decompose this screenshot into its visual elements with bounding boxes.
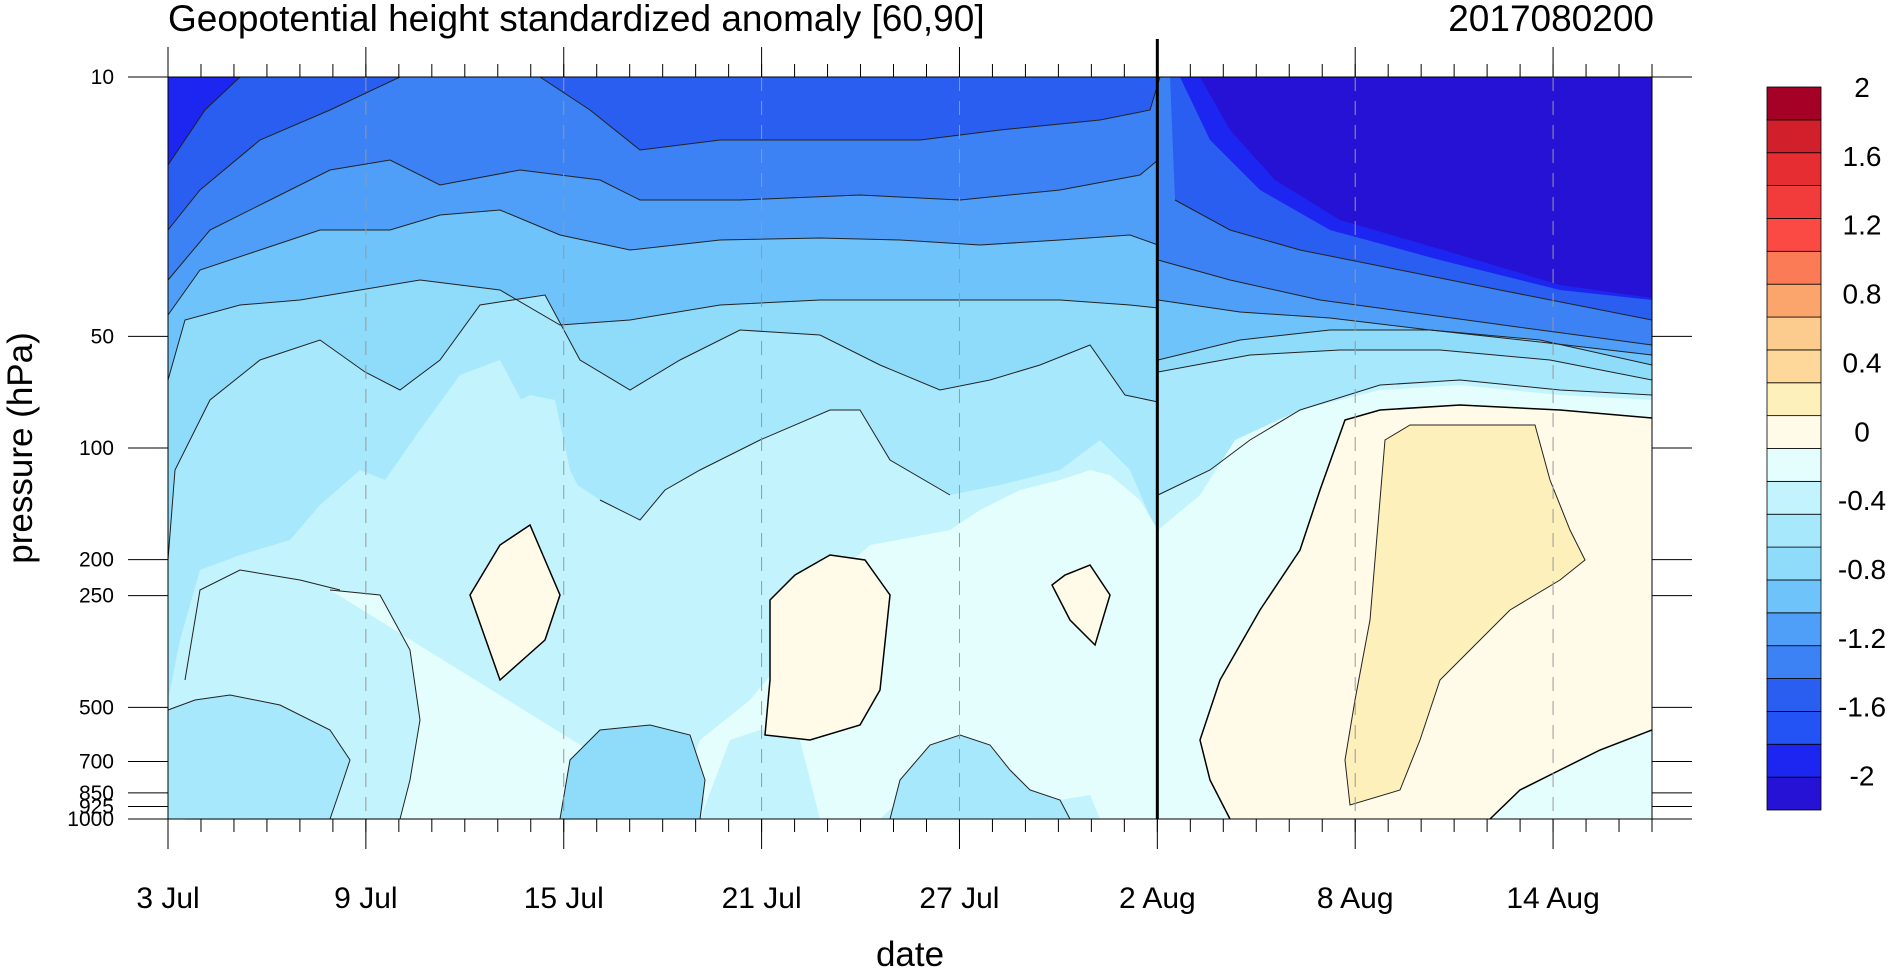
- anomaly-filled-contours: [168, 77, 1652, 820]
- colorbar-label: 2: [1854, 72, 1870, 103]
- y-tick-label: 10: [91, 66, 114, 89]
- contour-band: [1200, 77, 1652, 298]
- colorbar-segment: [1766, 185, 1822, 219]
- contour-band: [470, 525, 560, 680]
- chart-date-label: 2017080200: [1448, 0, 1654, 39]
- contour-line: [1489, 729, 1653, 820]
- colorbar-segment: [1766, 415, 1822, 449]
- contour-band: [560, 725, 705, 819]
- contour-line: [1344, 424, 1586, 806]
- colorbar-label: 1.2: [1843, 210, 1882, 241]
- x-axis: 3 Jul 9 Jul 15 Jul 21 Jul 27 Jul 2 Aug 8 Aug 14…: [136, 47, 1653, 915]
- colorbar-segment: [1766, 645, 1822, 679]
- contour-line: [1174, 199, 1653, 321]
- colorbar-segment: [1766, 776, 1822, 811]
- contour-line: [167, 76, 401, 231]
- colorbar-segment: [1766, 349, 1822, 384]
- x-tick-label: 3 Jul: [136, 882, 199, 915]
- contour-line: [599, 409, 951, 521]
- contour-band: [168, 77, 240, 165]
- colorbar-segment: [1766, 86, 1822, 121]
- y-axis-label: pressure (hPa): [1, 332, 40, 563]
- contour-line: [1157, 329, 1653, 366]
- contour-line: [469, 523, 561, 682]
- colorbar-segment: [1766, 480, 1822, 515]
- colorbar: -2 -1.6 -1.2 -0.8 -0.4 0 0.4 0.8 1.2 1.6 2: [1766, 72, 1886, 811]
- colorbar-segment: [1766, 546, 1822, 581]
- contour-band: [330, 470, 1158, 819]
- colorbar-segment: [1766, 513, 1822, 548]
- contour-band: [1052, 565, 1110, 645]
- colorbar-segment: [1766, 152, 1822, 186]
- y-tick-label: 100: [79, 437, 114, 460]
- x-tick-label: 2 Aug: [1119, 882, 1196, 915]
- y-tick-label: 1000: [67, 808, 114, 831]
- x-tick-label: 8 Aug: [1317, 882, 1394, 915]
- colorbar-segment: [1766, 250, 1822, 285]
- y-tick-label: 925: [79, 795, 114, 818]
- y-tick-label: 700: [79, 751, 114, 774]
- colorbar-label: -1.2: [1838, 623, 1886, 654]
- x-tick-label: 15 Jul: [524, 882, 604, 915]
- contour-line: [167, 694, 351, 820]
- colorbar-segment: [1766, 283, 1822, 318]
- contour-line: [1157, 349, 1653, 381]
- colorbar-segment: [1766, 382, 1822, 417]
- colorbar-label: 1.6: [1843, 141, 1882, 172]
- colorbar-label: 0: [1854, 416, 1870, 447]
- colorbar-label: -1.6: [1838, 692, 1886, 723]
- contour-band: [168, 695, 350, 819]
- colorbar-segment: [1766, 612, 1822, 647]
- colorbar-segment: [1766, 579, 1822, 614]
- colorbar-segment: [1766, 678, 1822, 712]
- contour-line: [167, 209, 1159, 316]
- y-tick-label: 250: [79, 585, 114, 608]
- colorbar-segment: [1766, 711, 1822, 745]
- colorbar-segment: [1766, 316, 1822, 351]
- contour-line: [1157, 379, 1653, 496]
- colorbar-label: -0.8: [1838, 554, 1886, 585]
- contour-line: [167, 279, 1159, 381]
- y-tick-label: 850: [79, 782, 114, 805]
- contour-line: [1199, 404, 1653, 820]
- x-axis-label: date: [876, 935, 944, 969]
- contour-line: [889, 734, 1071, 820]
- contour-band: [765, 555, 890, 740]
- contour-line: [539, 76, 1161, 151]
- x-tick-label: 21 Jul: [722, 882, 802, 915]
- contour-line: [167, 159, 1159, 281]
- contour-line: [1051, 564, 1111, 647]
- contour-line: [764, 554, 891, 741]
- colorbar-segment: [1766, 218, 1822, 252]
- contour-line: [1157, 259, 1653, 346]
- contour-line: [184, 569, 341, 681]
- colorbar-label: -2: [1850, 761, 1875, 792]
- contour-line: [167, 76, 241, 166]
- x-tick-label: 27 Jul: [919, 882, 999, 915]
- chart-title: Geopotential height standardized anomaly…: [168, 0, 985, 39]
- contour-band: [1345, 425, 1585, 805]
- y-tick-label: 500: [79, 696, 114, 719]
- colorbar-label: 0.8: [1843, 279, 1882, 310]
- y-tick-label: 50: [91, 325, 114, 348]
- x-tick-label: 14 Aug: [1506, 882, 1599, 915]
- colorbar-segment: [1766, 119, 1822, 154]
- contour-line: [559, 724, 706, 820]
- contour-line: [329, 589, 421, 820]
- y-tick-label: 200: [79, 549, 114, 572]
- contour-band: [890, 735, 1070, 819]
- contour-line: [167, 294, 1159, 561]
- colorbar-segment: [1766, 448, 1822, 482]
- colorbar-label: 0.4: [1843, 347, 1882, 378]
- colorbar-label: -0.4: [1838, 485, 1886, 516]
- colorbar-segment: [1766, 743, 1822, 778]
- contour-lines: [167, 76, 1653, 820]
- x-tick-label: 9 Jul: [334, 882, 397, 915]
